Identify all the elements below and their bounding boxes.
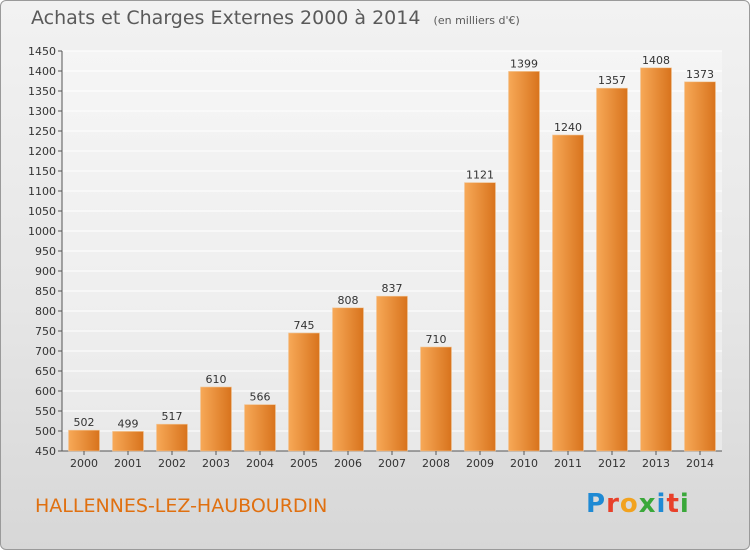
x-tick-label: 2001 [114, 457, 142, 470]
y-tick-label: 500 [35, 425, 56, 438]
x-tick-label: 2002 [158, 457, 186, 470]
data-label: 566 [250, 391, 271, 404]
title-block: Achats et Charges Externes 2000 à 2014 (… [31, 7, 520, 29]
data-label: 745 [294, 319, 315, 332]
y-tick-label: 1200 [28, 145, 56, 158]
y-tick-label: 950 [35, 245, 56, 258]
y-tick-label: 900 [35, 265, 56, 278]
x-tick-label: 2010 [510, 457, 538, 470]
data-label: 517 [162, 410, 183, 423]
logo-letter: r [606, 489, 620, 519]
x-tick-label: 2013 [642, 457, 670, 470]
logo-letter: o [619, 489, 639, 519]
y-tick-label: 750 [35, 325, 56, 338]
data-label: 710 [426, 333, 447, 346]
y-tick-label: 650 [35, 365, 56, 378]
logo-letter: t [666, 489, 680, 519]
y-tick-label: 1100 [28, 185, 56, 198]
data-label: 1408 [642, 54, 670, 67]
data-label: 1373 [686, 68, 714, 81]
bar [68, 429, 100, 452]
x-tick-label: 2004 [246, 457, 274, 470]
bar [684, 81, 716, 452]
bar [552, 134, 584, 452]
y-tick-label: 550 [35, 405, 56, 418]
bar [200, 386, 232, 452]
x-tick-label: 2011 [554, 457, 582, 470]
bar [288, 332, 320, 452]
x-tick-label: 2005 [290, 457, 318, 470]
y-tick-label: 600 [35, 385, 56, 398]
logo-letter: i [656, 489, 667, 519]
logo-letter: P [586, 489, 607, 519]
y-tick-label: 1450 [28, 45, 56, 58]
chart-title: Achats et Charges Externes 2000 à 2014 [31, 7, 421, 29]
x-tick-label: 2006 [334, 457, 362, 470]
x-tick-label: 2003 [202, 457, 230, 470]
x-tick-label: 2007 [378, 457, 406, 470]
data-label: 610 [206, 373, 227, 386]
y-tick-label: 1150 [28, 165, 56, 178]
data-label: 1399 [510, 57, 538, 70]
data-label: 837 [382, 282, 403, 295]
y-tick-label: 800 [35, 305, 56, 318]
bar [464, 182, 496, 452]
y-tick-label: 1000 [28, 225, 56, 238]
bar [112, 431, 144, 452]
data-label: 499 [118, 417, 139, 430]
x-tick-label: 2009 [466, 457, 494, 470]
x-tick-label: 2014 [686, 457, 714, 470]
commune-name: HALLENNES-LEZ-HAUBOURDIN [35, 495, 328, 517]
bar [156, 423, 188, 452]
bar [244, 404, 276, 452]
bar [508, 71, 540, 452]
bar [332, 307, 364, 452]
chart-subtitle: (en milliers d'€) [433, 14, 520, 27]
bar [376, 295, 408, 452]
data-label: 1240 [554, 121, 582, 134]
proxiti-logo: Proxiti [586, 489, 690, 519]
y-tick-label: 1300 [28, 105, 56, 118]
bar [596, 87, 628, 452]
logo-letter: x [638, 489, 657, 519]
data-label: 1357 [598, 74, 626, 87]
logo-letter: i [679, 489, 690, 519]
data-label: 1121 [466, 169, 494, 182]
bar [640, 67, 672, 452]
data-label: 502 [74, 416, 95, 429]
x-tick-label: 2008 [422, 457, 450, 470]
y-tick-label: 1400 [28, 65, 56, 78]
y-tick-label: 850 [35, 285, 56, 298]
y-tick-label: 1050 [28, 205, 56, 218]
x-tick-label: 2012 [598, 457, 626, 470]
x-tick-label: 2000 [70, 457, 98, 470]
bar [420, 346, 452, 452]
y-tick-label: 450 [35, 445, 56, 458]
y-tick-label: 1350 [28, 85, 56, 98]
y-tick-label: 1250 [28, 125, 56, 138]
data-label: 808 [338, 294, 359, 307]
y-tick-label: 700 [35, 345, 56, 358]
